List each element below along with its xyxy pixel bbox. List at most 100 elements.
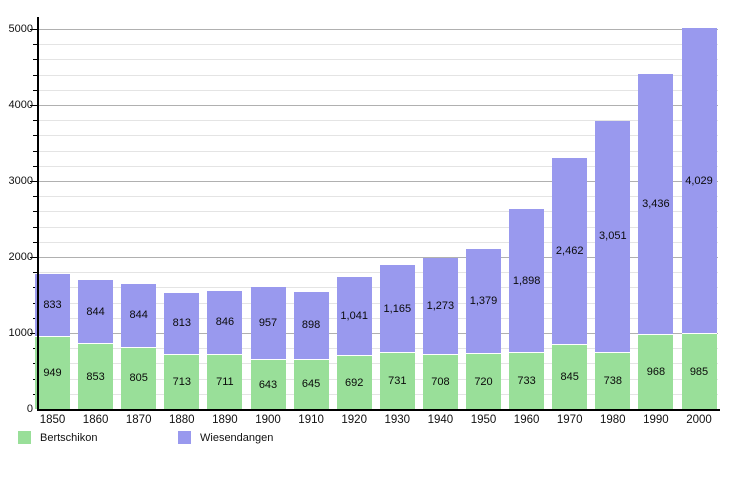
minor-gridline <box>39 241 718 243</box>
minor-gridline <box>39 363 718 365</box>
y-axis-label: 2000 <box>8 251 33 263</box>
bar-value-label-wiesendangen: 833 <box>43 298 62 311</box>
y-axis-tick <box>33 272 38 274</box>
bar-value-label-wiesendangen: 3,051 <box>599 230 627 243</box>
x-axis-label: 1870 <box>125 414 152 426</box>
bar-segment-wiesendangen: 846 <box>207 290 243 355</box>
x-axis-label: 1890 <box>212 414 238 426</box>
y-axis-tick <box>30 105 38 106</box>
y-axis-tick <box>33 89 38 91</box>
bar-value-label-bertschikon: 985 <box>689 365 709 378</box>
bar-value-label-bertschikon: 733 <box>517 375 536 388</box>
bar-value-label-bertschikon: 845 <box>560 370 579 383</box>
bar-segment-wiesendangen: 3,436 <box>638 74 674 336</box>
y-axis-tick <box>33 59 38 61</box>
minor-gridline <box>39 89 718 91</box>
bar-value-label-bertschikon: 720 <box>474 375 493 388</box>
bar-segment-wiesendangen: 4,029 <box>681 27 717 335</box>
x-axis-label: 1900 <box>255 414 281 426</box>
bar-segment-wiesendangen: 833 <box>35 273 70 337</box>
bar-value-label-wiesendangen: 1,165 <box>383 302 412 315</box>
major-gridline <box>39 105 718 106</box>
bar-value-label-wiesendangen: 846 <box>215 316 235 329</box>
y-axis-tick <box>30 29 38 30</box>
bar-segment-wiesendangen: 813 <box>164 293 200 355</box>
bar-value-label-bertschikon: 645 <box>301 378 321 391</box>
y-axis-line <box>37 17 39 411</box>
bar-value-label-bertschikon: 713 <box>172 375 191 388</box>
legend-label-bertschikon: Bertschikon <box>40 431 98 444</box>
minor-gridline <box>39 226 718 228</box>
bar-value-label-wiesendangen: 898 <box>301 319 321 332</box>
x-axis-label: 1940 <box>427 414 454 426</box>
x-axis-label: 1850 <box>39 414 66 426</box>
x-axis-label: 1960 <box>513 414 540 426</box>
legend-item-bertschikon: Bertschikon <box>18 431 97 444</box>
bar-segment-bertschikon: 949 <box>35 336 70 409</box>
y-axis-label: 4000 <box>8 99 33 111</box>
bar-value-label-bertschikon: 711 <box>216 375 234 388</box>
minor-gridline <box>39 135 718 137</box>
y-axis-label: 1000 <box>8 327 33 339</box>
minor-gridline <box>39 272 718 274</box>
bar-segment-wiesendangen: 2,462 <box>552 157 588 345</box>
bar-value-label-bertschikon: 643 <box>258 378 278 391</box>
y-axis-tick <box>30 333 38 334</box>
y-axis-tick <box>33 150 38 152</box>
bar-segment-bertschikon: 985 <box>681 334 717 409</box>
bar-segment-wiesendangen: 898 <box>293 291 329 360</box>
y-axis-tick <box>33 196 38 198</box>
minor-gridline <box>39 74 718 76</box>
y-axis-tick <box>33 74 38 76</box>
bar-segment-bertschikon: 733 <box>509 353 545 409</box>
x-axis-label: 1910 <box>298 414 324 426</box>
bar-value-label-wiesendangen: 1,379 <box>469 295 498 308</box>
y-axis-tick <box>30 181 38 182</box>
x-axis-label: 1860 <box>82 414 109 426</box>
bar-segment-wiesendangen: 1,379 <box>466 249 501 355</box>
legend-item-wiesendangen: Wiesendangen <box>178 431 273 444</box>
minor-gridline <box>39 211 718 213</box>
y-axis-tick <box>33 120 38 122</box>
bar-value-label-wiesendangen: 1,041 <box>340 310 368 323</box>
y-axis-tick <box>33 135 38 137</box>
x-axis-label: 1880 <box>169 414 195 426</box>
minor-gridline <box>39 44 718 46</box>
y-axis-label: 0 <box>26 403 33 415</box>
bar-segment-bertschikon: 713 <box>164 354 200 409</box>
bar-value-label-wiesendangen: 1,898 <box>512 274 541 287</box>
x-axis-label: 1970 <box>556 414 583 426</box>
wiesendangen-swatch <box>178 431 191 444</box>
y-axis-label: 3000 <box>8 175 33 187</box>
bar-segment-bertschikon: 968 <box>638 335 674 409</box>
bertschikon-swatch <box>18 431 31 444</box>
bar-value-label-wiesendangen: 4,029 <box>685 174 713 187</box>
y-axis-tick <box>33 226 38 228</box>
minor-gridline <box>39 196 718 198</box>
bar-value-label-wiesendangen: 3,436 <box>642 198 670 211</box>
minor-gridline <box>39 59 718 61</box>
bar-value-label-bertschikon: 949 <box>43 366 62 379</box>
bar-segment-wiesendangen: 1,165 <box>379 264 415 354</box>
minor-gridline <box>39 150 718 152</box>
bar-segment-bertschikon: 738 <box>595 352 631 409</box>
y-axis-label: 5000 <box>8 23 33 35</box>
bar-segment-bertschikon: 720 <box>466 354 501 409</box>
bar-segment-bertschikon: 692 <box>336 356 372 409</box>
minor-gridline <box>39 378 718 380</box>
minor-gridline <box>39 348 718 350</box>
major-gridline <box>39 333 718 334</box>
bar-value-label-wiesendangen: 813 <box>172 317 191 330</box>
bar-value-label-bertschikon: 853 <box>86 370 105 383</box>
bar-value-label-bertschikon: 708 <box>431 376 450 389</box>
bar-value-label-bertschikon: 731 <box>388 375 407 388</box>
bar-segment-bertschikon: 708 <box>422 355 458 409</box>
bar-segment-bertschikon: 731 <box>379 353 415 409</box>
x-axis-line <box>37 409 720 411</box>
bar-segment-wiesendangen: 1,041 <box>336 277 372 357</box>
bar-segment-bertschikon: 805 <box>121 347 157 409</box>
x-axis-label: 1950 <box>470 414 497 426</box>
y-axis-tick <box>33 211 38 213</box>
legend: Bertschikon Wiesendangen <box>0 428 750 452</box>
x-axis-label: 1920 <box>341 414 367 426</box>
